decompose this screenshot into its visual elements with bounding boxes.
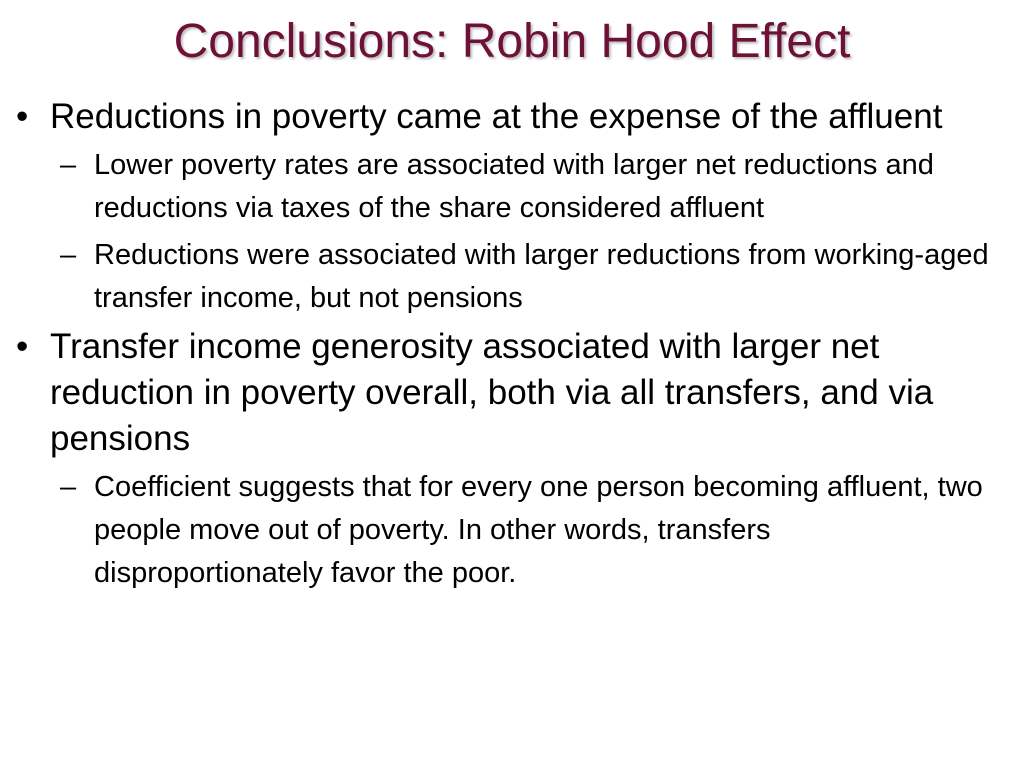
sub-bullet-symbol: – <box>60 239 77 271</box>
slide-body: • Reductions in poverty came at the expe… <box>14 90 1004 595</box>
sub-bullet-item: – Coefficient suggests that for every on… <box>50 466 1004 595</box>
sub-bullet-text: Reductions were associated with larger r… <box>94 239 989 314</box>
sub-bullet-item: – Reductions were associated with larger… <box>50 234 1004 320</box>
sub-bullet-text: Lower poverty rates are associated with … <box>94 149 934 224</box>
sub-bullet-text: Coefficient suggests that for every one … <box>94 471 983 589</box>
sub-bullet-symbol: – <box>60 149 77 181</box>
bullet-text: Transfer income generosity associated wi… <box>50 327 934 458</box>
bullet-symbol: • <box>16 97 29 136</box>
bullet-item: • Reductions in poverty came at the expe… <box>14 94 1004 140</box>
sub-bullet-symbol: – <box>60 471 77 503</box>
slide-title: Conclusions: Robin Hood Effect <box>173 15 851 68</box>
bullet-text: Reductions in poverty came at the expens… <box>50 97 943 136</box>
bullet-item: • Transfer income generosity associated … <box>14 324 1004 462</box>
sub-bullet-item: – Lower poverty rates are associated wit… <box>50 144 1004 230</box>
bullet-symbol: • <box>16 327 29 366</box>
